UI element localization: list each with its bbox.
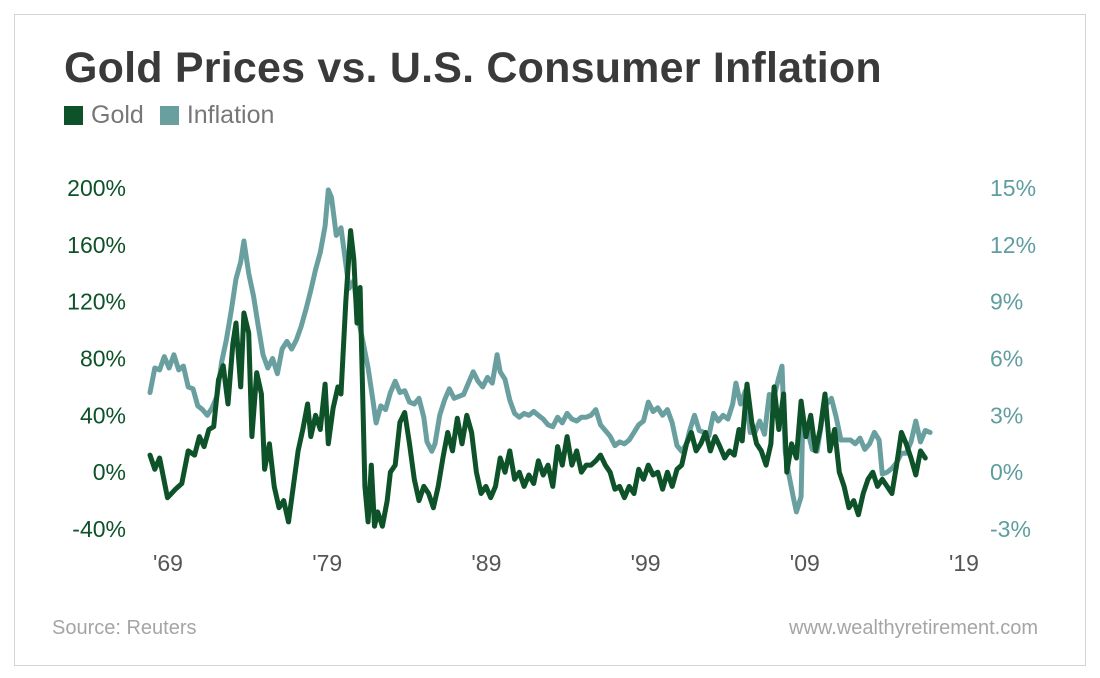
right-tick-label: -3% [990, 516, 1031, 542]
right-tick-label: 12% [990, 232, 1036, 258]
right-tick-label: 3% [990, 402, 1023, 428]
source-note: Source: Reuters [52, 617, 197, 639]
right-tick-label: 0% [990, 459, 1023, 485]
series-line-inflation [147, 187, 933, 515]
x-tick-label: '79 [312, 550, 342, 576]
x-axis: '69 '79 '89 '99 '09 '19 [153, 550, 979, 576]
left-tick-label: 0% [93, 459, 126, 485]
left-tick-label: 160% [67, 232, 126, 258]
legend-label-inflation: Inflation [186, 101, 275, 129]
x-tick-label: '09 [790, 550, 820, 576]
x-tick-label: '89 [471, 550, 501, 576]
x-tick-label: '19 [949, 550, 979, 576]
right-tick-label: 6% [990, 346, 1023, 372]
chart-title: Gold Prices vs. U.S. Consumer Inflation [64, 44, 882, 92]
left-tick-label: 40% [80, 402, 126, 428]
x-tick-label: '99 [631, 550, 661, 576]
right-y-axis: -3% 0% 3% 6% 9% 12% 15% [990, 175, 1036, 542]
left-tick-label: 80% [80, 346, 126, 372]
legend-label-gold: Gold [91, 101, 144, 129]
legend-swatch-inflation [159, 106, 179, 125]
series-layer [147, 187, 933, 529]
legend-swatch-gold [64, 106, 83, 125]
left-tick-label: -40% [72, 516, 126, 542]
right-tick-label: 15% [990, 175, 1036, 201]
left-tick-label: 120% [67, 289, 126, 315]
right-tick-label: 9% [990, 289, 1023, 315]
chart-frame [14, 14, 1086, 666]
series-line-gold [147, 228, 928, 529]
legend-item-inflation: Inflation [159, 101, 275, 130]
left-y-axis: -40% 0% 40% 80% 120% 160% 200% [67, 175, 126, 542]
left-tick-label: 200% [67, 175, 126, 201]
legend-item-gold: Gold [64, 101, 144, 130]
website-url: www.wealthyretirement.com [789, 617, 1038, 639]
legend: Gold Inflation [64, 101, 290, 130]
x-tick-label: '69 [153, 550, 183, 576]
